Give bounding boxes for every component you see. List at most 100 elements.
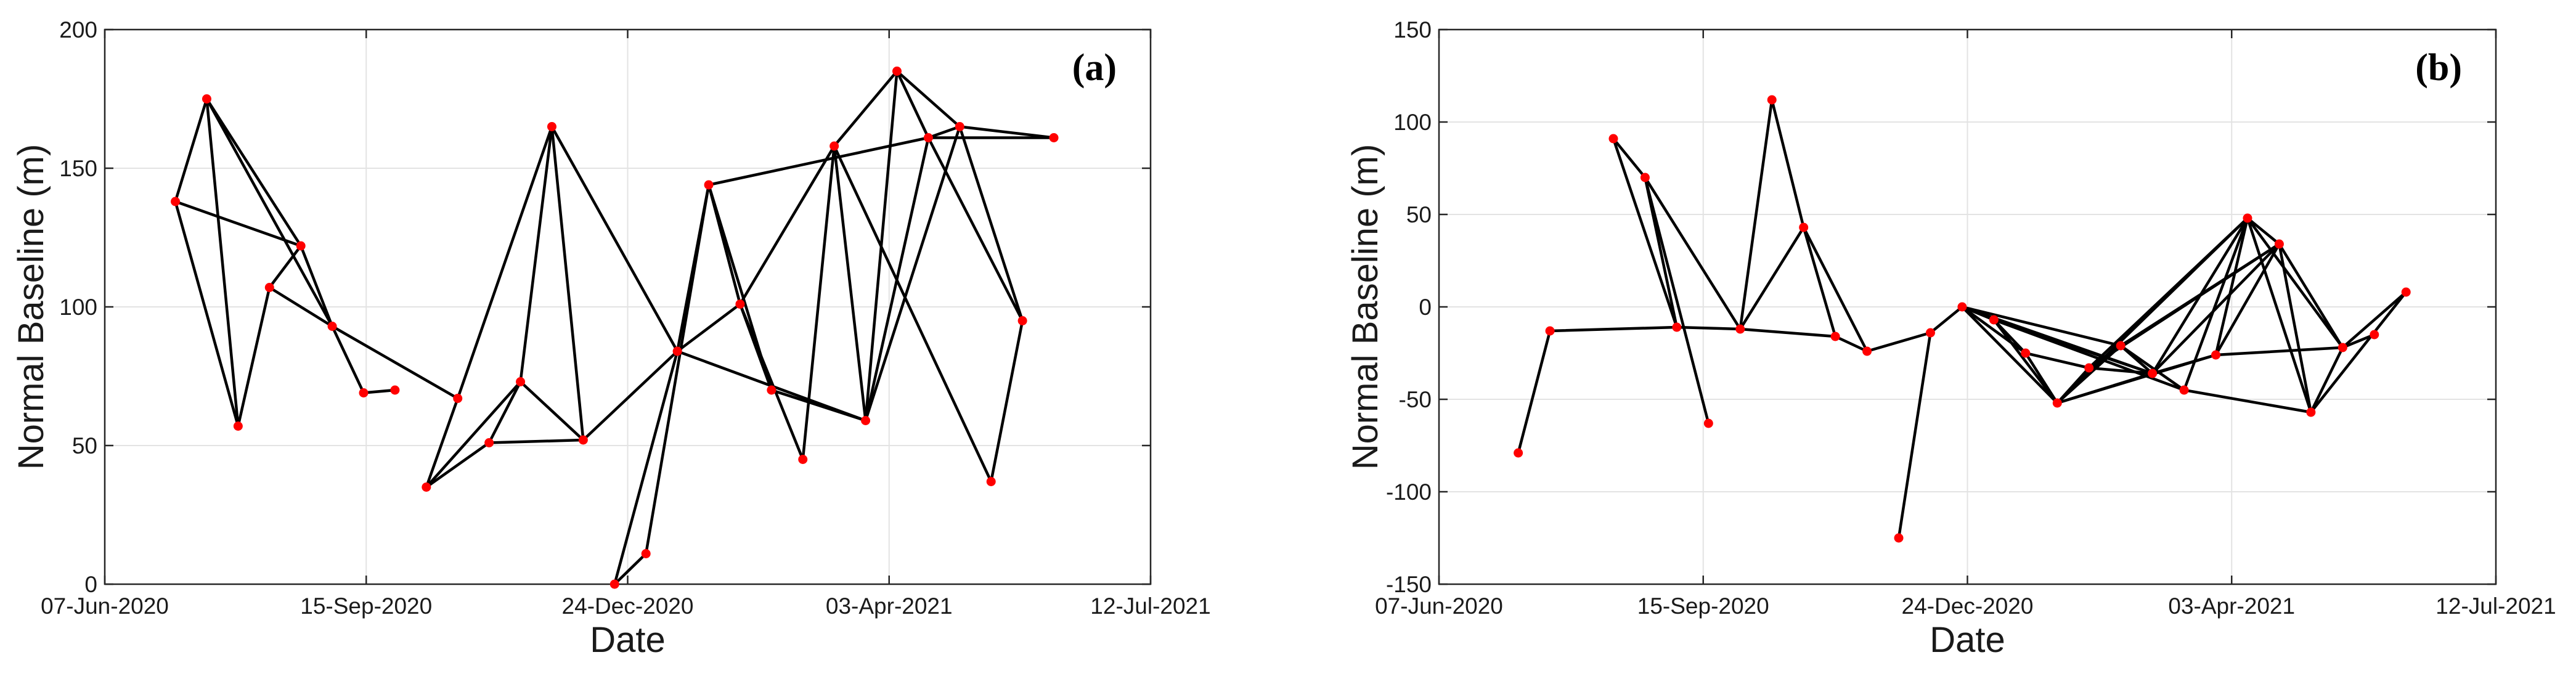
baseline-connection-line xyxy=(1802,226,1837,338)
panel-label: (a) xyxy=(1072,47,1117,89)
x-tick-label: 07-Jun-2020 xyxy=(41,593,169,619)
acquisition-point xyxy=(171,197,181,206)
baseline-connection-line xyxy=(2214,216,2249,357)
baseline-connection-line xyxy=(330,325,459,400)
acquisition-point xyxy=(578,435,588,445)
acquisition-point xyxy=(892,67,902,76)
baseline-connection-line xyxy=(1738,226,1805,331)
x-tick-label: 07-Jun-2020 xyxy=(1375,593,1503,619)
baseline-connection-line xyxy=(958,125,1056,139)
baseline-connection-line xyxy=(1865,331,1932,353)
baseline-connection-line xyxy=(1612,137,1647,179)
baseline-connection-line xyxy=(1960,305,2122,348)
baseline-connection-line xyxy=(2151,353,2217,375)
acquisition-point xyxy=(1545,326,1555,336)
baseline-connection-line xyxy=(1738,327,1837,338)
baseline-connection-line xyxy=(895,70,930,139)
y-axis-label: Normal Baseline (m) xyxy=(1345,144,1385,470)
y-tick-label: 0 xyxy=(1419,295,1432,320)
baseline-connection-line xyxy=(2278,242,2313,414)
baseline-connection-line xyxy=(2309,346,2344,414)
x-tick-label: 15-Sep-2020 xyxy=(1637,593,1769,619)
baseline-connection-line xyxy=(927,125,961,139)
baseline-connection-line xyxy=(2182,388,2313,414)
y-tick-label: -150 xyxy=(1386,572,1432,597)
baseline-connection-line xyxy=(2246,216,2313,414)
baseline-connection-line xyxy=(2214,242,2281,357)
baseline-connection-line xyxy=(1833,335,1869,353)
baseline-connection-line xyxy=(2278,242,2344,349)
baseline-connection-line xyxy=(205,97,303,248)
acquisition-point xyxy=(1049,133,1059,142)
baseline-connection-line xyxy=(989,319,1024,483)
baseline-connection-line xyxy=(425,397,459,489)
baseline-connection-line xyxy=(174,200,240,428)
y-tick-label: 150 xyxy=(59,156,97,181)
acquisition-point xyxy=(2084,363,2094,373)
x-axis-label: Date xyxy=(590,620,666,660)
acquisition-point xyxy=(453,394,463,403)
baseline-connection-line xyxy=(801,144,836,461)
x-axis-label: Date xyxy=(1930,620,2005,660)
acquisition-point xyxy=(609,579,619,589)
baseline-connection-line xyxy=(1548,325,1679,333)
x-tick-label: 15-Sep-2020 xyxy=(300,593,432,619)
baseline-connection-line xyxy=(770,388,867,422)
y-tick-label: 150 xyxy=(1393,17,1432,43)
baseline-connection-line xyxy=(174,200,303,248)
baseline-connection-line xyxy=(1802,226,1869,353)
baseline-connection-line xyxy=(362,388,397,394)
baseline-connection-line xyxy=(613,552,648,586)
baseline-connection-line xyxy=(519,125,553,383)
acquisition-point xyxy=(1799,222,1809,232)
acquisition-point xyxy=(829,141,839,151)
acquisition-point xyxy=(2021,348,2031,358)
acquisition-point xyxy=(390,385,400,395)
baseline-connection-line xyxy=(268,286,334,328)
acquisition-point xyxy=(2179,385,2189,395)
baseline-connection-line xyxy=(1675,325,1742,331)
y-tick-label: 50 xyxy=(1406,202,1432,227)
acquisition-point xyxy=(2148,369,2158,378)
x-tick-label: 24-Dec-2020 xyxy=(1902,593,2034,619)
acquisition-point xyxy=(2370,330,2379,340)
acquisition-point xyxy=(484,438,494,447)
acquisition-point xyxy=(2116,341,2126,351)
acquisition-point xyxy=(233,421,243,431)
acquisition-point xyxy=(516,377,526,386)
baseline-connection-line xyxy=(833,144,993,483)
acquisition-point xyxy=(672,346,682,356)
acquisition-point xyxy=(2274,239,2284,249)
baseline-connection-line xyxy=(927,136,1024,322)
baseline-connection-line xyxy=(205,97,240,428)
acquisition-point xyxy=(923,133,933,142)
acquisition-point xyxy=(2243,213,2252,223)
baseline-connection-line xyxy=(2024,351,2059,405)
acquisition-point xyxy=(798,455,808,464)
baseline-connection-line xyxy=(864,125,961,422)
acquisition-point xyxy=(422,483,431,492)
acquisition-point xyxy=(1514,448,1523,458)
x-tick-label: 24-Dec-2020 xyxy=(562,593,694,619)
baseline-connection-line xyxy=(2119,344,2186,392)
y-tick-label: 100 xyxy=(59,295,97,320)
baseline-connection-line xyxy=(1929,305,1964,335)
baseline-connection-line xyxy=(738,144,836,306)
acquisition-point xyxy=(359,388,369,397)
acquisition-point xyxy=(986,477,996,486)
baseline-connection-line xyxy=(2151,216,2249,375)
chart-panel-b: 07-Jun-2020 15-Sep-2020 24-Dec-2020 03-Apr-… xyxy=(1345,17,2556,660)
acquisition-point xyxy=(202,94,211,104)
x-tick-label: 12-Jul-2021 xyxy=(2435,593,2556,619)
acquisition-point xyxy=(2306,407,2316,417)
baseline-connection-line xyxy=(582,349,679,442)
x-tick-label: 12-Jul-2021 xyxy=(1090,593,1210,619)
baseline-connection-line xyxy=(2151,242,2281,375)
acquisition-point xyxy=(2052,398,2062,408)
baseline-connection-line xyxy=(833,70,899,148)
baseline-connection-line xyxy=(174,97,208,203)
acquisition-point xyxy=(1703,418,1713,428)
baseline-connection-line xyxy=(833,144,867,422)
